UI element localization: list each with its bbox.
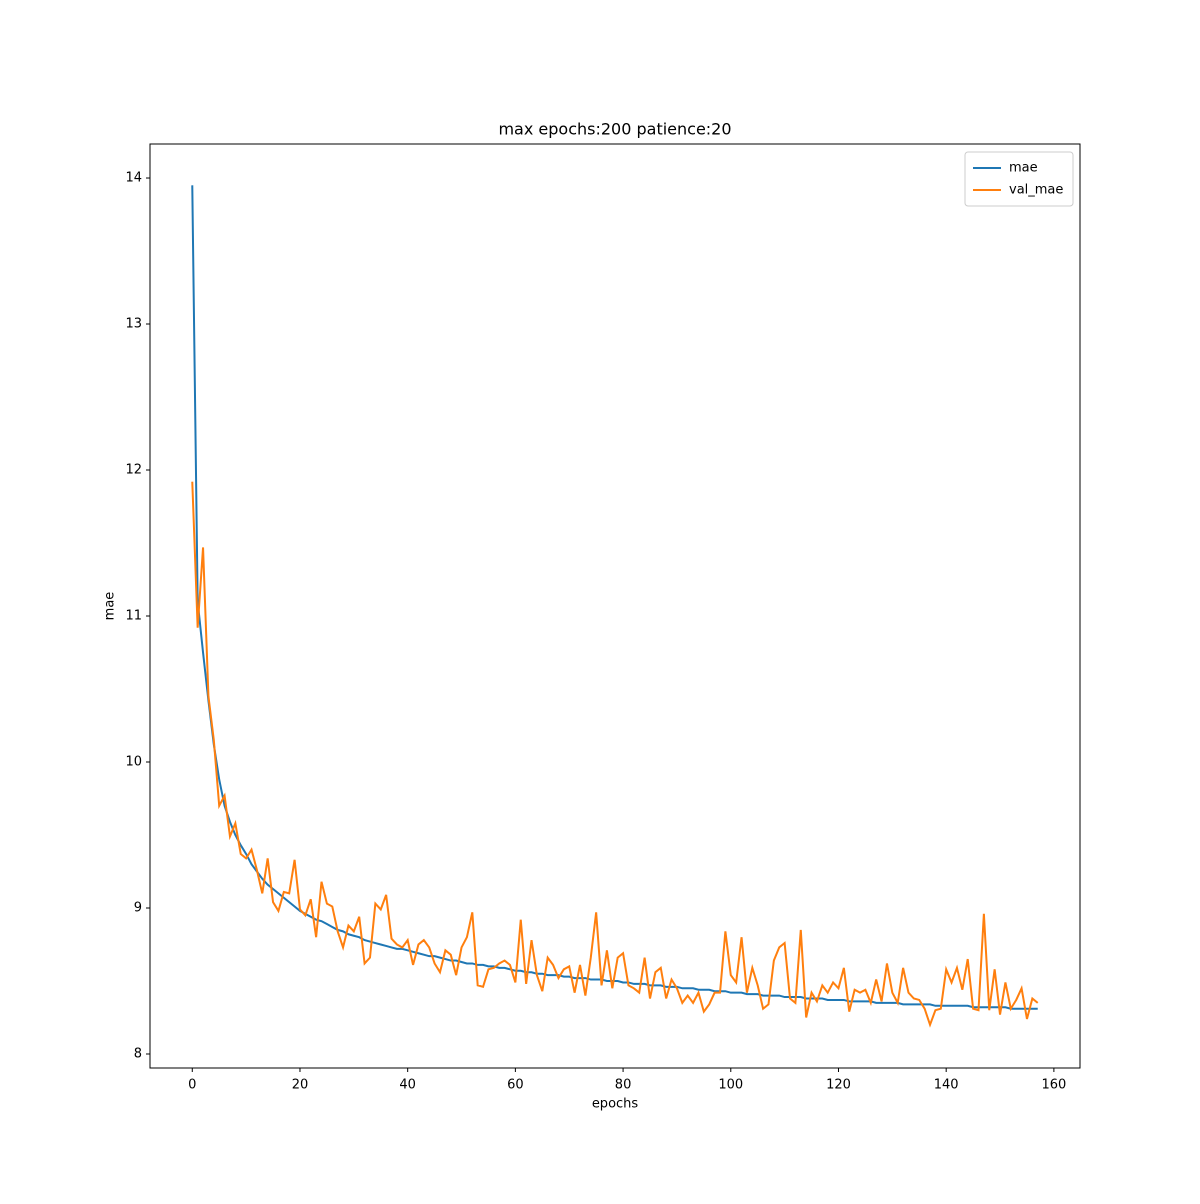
y-tick-label: 10: [125, 754, 142, 769]
y-tick-label: 11: [125, 609, 142, 624]
y-tick-label: 13: [125, 317, 142, 332]
legend-label: mae: [1009, 161, 1038, 176]
y-axis-label: mae: [103, 592, 118, 621]
line-series: [191, 481, 1039, 1028]
x-tick-label: 120: [826, 1078, 851, 1093]
x-tick-label: 20: [292, 1078, 309, 1093]
legend-label: val_mae: [1009, 183, 1063, 198]
y-tick-label: 8: [134, 1046, 142, 1061]
x-tick-label: 60: [507, 1078, 524, 1093]
plot-frame: [149, 143, 1081, 1069]
x-tick-label: 80: [615, 1078, 632, 1093]
x-axis-label: epochs: [592, 1097, 639, 1112]
x-tick-label: 40: [399, 1078, 416, 1093]
x-tick-label: 0: [188, 1078, 196, 1093]
legend-box: [964, 151, 1074, 207]
x-tick-label: 140: [934, 1078, 959, 1093]
x-tick-label: 160: [1041, 1078, 1066, 1093]
x-tick-label: 100: [718, 1078, 743, 1093]
y-tick-label: 14: [125, 171, 142, 186]
line-series: [191, 185, 1038, 1010]
chart-title: max epochs:200 patience:20: [498, 120, 731, 139]
y-tick-label: 12: [125, 463, 142, 478]
y-tick-label: 9: [134, 900, 142, 915]
